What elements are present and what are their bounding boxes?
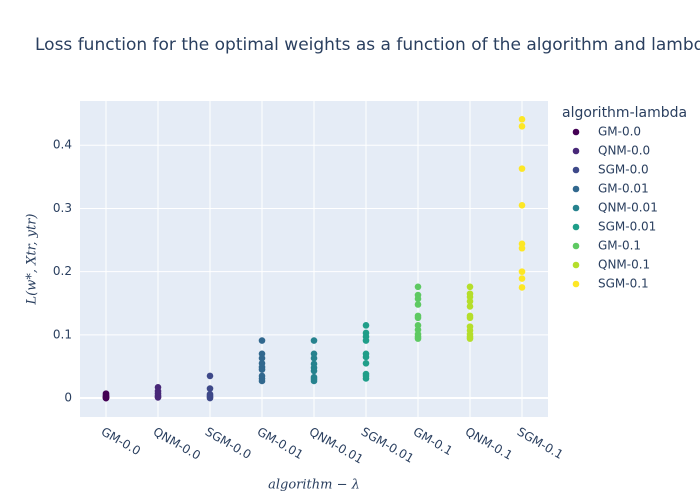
point xyxy=(258,337,266,344)
point xyxy=(466,335,474,342)
point xyxy=(102,394,110,402)
point xyxy=(310,337,318,344)
point xyxy=(466,283,474,291)
legend-label: GM-0.0 xyxy=(598,125,641,139)
y-tick-label: 0.1 xyxy=(53,327,72,341)
legend-marker xyxy=(572,280,580,288)
legend-marker xyxy=(572,261,580,269)
point xyxy=(518,244,526,252)
legend-label: QNM-0.1 xyxy=(598,258,650,272)
legend-marker xyxy=(572,185,580,193)
x-tick-label: SGM-0.01 xyxy=(359,425,417,466)
point xyxy=(310,354,318,362)
point xyxy=(414,314,422,322)
point xyxy=(414,283,422,291)
y-tick-label: 0 xyxy=(64,391,72,405)
point xyxy=(206,385,214,392)
point xyxy=(206,372,214,380)
legend-marker xyxy=(572,204,580,212)
point xyxy=(362,375,370,382)
point xyxy=(414,301,422,308)
legend-label: SGM-0.1 xyxy=(598,277,649,291)
legend-label: QNM-0.0 xyxy=(598,144,650,158)
legend-marker xyxy=(572,242,580,250)
legend-marker xyxy=(572,128,580,136)
x-tick-label: GM-0.0 xyxy=(99,425,143,459)
y-axis-title: L(w*, Xtr, ytr) xyxy=(25,214,40,306)
point xyxy=(362,359,370,367)
legend-label: SGM-0.01 xyxy=(598,220,656,234)
point xyxy=(518,275,526,282)
point xyxy=(518,116,526,123)
legend-marker xyxy=(572,147,580,155)
chart-title: Loss function for the optimal weights as… xyxy=(35,35,700,55)
x-tick-label: GM-0.01 xyxy=(255,425,306,462)
point xyxy=(466,314,474,322)
point xyxy=(310,377,318,385)
point xyxy=(258,354,266,362)
x-tick-label: GM-0.1 xyxy=(411,425,455,459)
point xyxy=(362,337,370,344)
x-tick-label: QNM-0.1 xyxy=(463,425,515,463)
legend-marker xyxy=(572,166,580,174)
point xyxy=(518,284,526,291)
point xyxy=(362,353,370,361)
point xyxy=(414,295,422,303)
legend-marker xyxy=(572,223,580,231)
point xyxy=(518,201,526,209)
legend-label: QNM-0.01 xyxy=(598,201,658,215)
y-tick-label: 0.3 xyxy=(53,201,72,215)
point xyxy=(362,322,370,329)
x-tick-label: SGM-0.0 xyxy=(203,425,254,462)
y-tick-label: 0.2 xyxy=(53,264,72,278)
point xyxy=(154,394,162,401)
legend-label: GM-0.1 xyxy=(598,239,641,253)
x-tick-label: QNM-0.01 xyxy=(307,425,366,467)
point xyxy=(258,366,266,373)
x-tick-label: QNM-0.0 xyxy=(151,425,203,463)
x-axis-title: algorithm − λ xyxy=(268,478,360,493)
legend-label: GM-0.01 xyxy=(598,182,649,196)
point xyxy=(206,394,214,402)
point xyxy=(518,122,526,130)
legend-title: algorithm-lambda xyxy=(562,105,687,121)
point xyxy=(518,165,526,172)
point xyxy=(466,298,474,305)
y-tick-label: 0.4 xyxy=(53,138,72,152)
point xyxy=(466,303,474,310)
point xyxy=(414,335,422,342)
x-tick-label: SGM-0.1 xyxy=(515,425,566,462)
point xyxy=(518,268,526,275)
legend-label: SGM-0.0 xyxy=(598,163,649,177)
point xyxy=(258,377,266,385)
point xyxy=(310,367,318,375)
